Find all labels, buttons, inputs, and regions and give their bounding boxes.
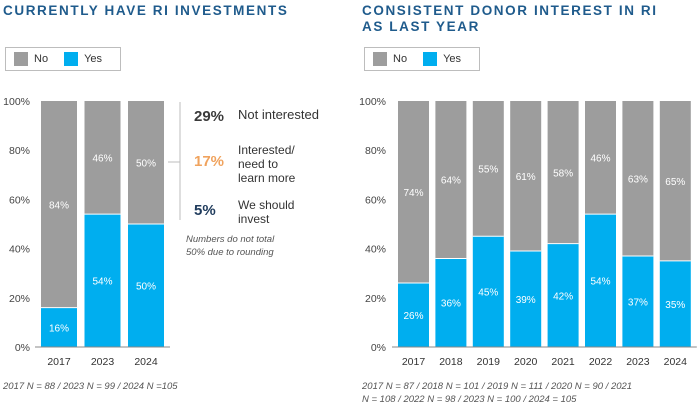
data-label-no: 55% xyxy=(478,165,498,176)
x-tick-label: 2019 xyxy=(477,356,501,368)
data-label-yes: 16% xyxy=(49,323,69,334)
y-tick-label: 0% xyxy=(371,342,386,354)
bar-no xyxy=(41,101,77,308)
data-label-yes: 36% xyxy=(441,299,461,310)
legend-no-swatch xyxy=(373,52,387,66)
callout-interested: 17% Interested/ need to learn more xyxy=(194,143,308,185)
x-tick-label: 2023 xyxy=(91,356,115,368)
bar-no xyxy=(659,101,691,261)
bar-no xyxy=(128,101,164,224)
y-tick-label: 40% xyxy=(9,244,30,256)
x-tick-label: 2017 xyxy=(402,356,426,368)
chart-1-title: CURRENTLY HAVE RI INVESTMENTS xyxy=(3,3,289,18)
y-tick-label: 80% xyxy=(9,145,30,157)
bar-no xyxy=(510,101,542,252)
legend-yes-label: Yes xyxy=(443,53,462,65)
bar-no xyxy=(547,101,579,244)
data-label-no: 65% xyxy=(665,177,685,188)
chart-2-legend: No Yes xyxy=(364,47,481,71)
chart-2-footnote: 2017 N = 87 / 2018 N = 101 / 2019 N = 11… xyxy=(362,381,633,405)
x-tick-label: 2024 xyxy=(664,356,688,368)
y-tick-label: 60% xyxy=(365,194,386,206)
chart-2-plot: 0% 20% 40% 60% 80% 100% 26% 74% 2017 36% 64% 2018 45… xyxy=(359,96,697,368)
data-label-yes: 45% xyxy=(478,288,498,299)
x-tick-label: 2017 xyxy=(47,356,71,368)
bar-yes xyxy=(622,255,654,347)
bar-yes xyxy=(472,236,504,347)
y-tick-label: 40% xyxy=(365,244,386,256)
legend-no-label: No xyxy=(34,53,49,65)
callout-group: 29% Not interested 17% Interested/ need … xyxy=(168,102,358,272)
data-label-yes: 50% xyxy=(136,282,156,293)
bar-yes xyxy=(510,251,542,347)
y-tick-label: 20% xyxy=(365,293,386,305)
legend-yes-swatch xyxy=(64,52,79,66)
data-label-yes: 42% xyxy=(553,291,573,302)
y-tick-label: 60% xyxy=(9,194,30,206)
data-label-no: 46% xyxy=(92,154,112,165)
bar-no xyxy=(435,101,467,259)
legend-yes-swatch xyxy=(423,52,438,66)
bar-yes xyxy=(547,243,579,347)
legend-no-swatch xyxy=(14,52,28,66)
callout-pct: 17% xyxy=(194,153,225,170)
x-tick-label: 2021 xyxy=(551,356,575,368)
legend-no-label: No xyxy=(393,53,408,65)
data-label-yes: 39% xyxy=(516,295,536,306)
callout-should-invest: 5% We should invest xyxy=(194,198,298,226)
chart-1-plot: 0% 20% 40% 60% 80% 100% 16% 84% 2017 54% 46% 2023 50… xyxy=(3,96,170,368)
chart-1-legend: No Yes xyxy=(5,47,122,71)
callout-pct: 5% xyxy=(194,202,216,219)
data-label-yes: 35% xyxy=(665,300,685,311)
x-tick-label: 2023 xyxy=(626,356,650,368)
callout-not-interested: 29% Not interested xyxy=(194,107,338,126)
callout-pct: 29% xyxy=(194,108,225,125)
data-label-no: 84% xyxy=(49,200,69,211)
callout-bracket xyxy=(168,102,181,220)
y-tick-label: 100% xyxy=(359,96,386,108)
data-label-no: 46% xyxy=(590,154,610,165)
bar-yes xyxy=(398,283,429,347)
data-label-yes: 54% xyxy=(92,277,112,288)
y-tick-label: 20% xyxy=(9,293,30,305)
bar-no xyxy=(84,101,121,215)
callout-label: Not interested xyxy=(238,107,319,122)
data-label-yes: 54% xyxy=(590,277,610,288)
y-tick-label: 0% xyxy=(15,342,30,354)
data-label-no: 58% xyxy=(553,168,573,179)
bar-yes xyxy=(659,260,691,347)
bar-yes xyxy=(41,307,77,347)
bar-no xyxy=(398,101,429,284)
callout-note: Numbers do not total 50% due to rounding xyxy=(186,234,275,258)
bar-yes xyxy=(585,214,616,347)
chart-1-footnote: 2017 N = 88 / 2023 N = 99 / 2024 N =105 xyxy=(3,381,178,392)
data-label-no: 74% xyxy=(403,188,423,199)
y-tick-label: 80% xyxy=(365,145,386,157)
bar-no xyxy=(585,101,616,215)
bar-no xyxy=(472,101,504,237)
data-label-yes: 26% xyxy=(403,311,423,322)
data-label-no: 61% xyxy=(516,172,536,183)
chart-2-title: CONSISTENT DONOR INTEREST IN RI AS LAST … xyxy=(362,3,658,34)
y-tick-label: 100% xyxy=(3,96,30,108)
legend-yes-label: Yes xyxy=(84,53,103,65)
data-label-no: 63% xyxy=(628,174,648,185)
x-tick-label: 2018 xyxy=(439,356,463,368)
x-tick-label: 2022 xyxy=(589,356,613,368)
bar-yes xyxy=(128,224,164,347)
x-tick-label: 2024 xyxy=(134,356,158,368)
data-label-no: 64% xyxy=(441,176,461,187)
bar-no xyxy=(622,101,654,256)
callout-label: We should invest xyxy=(238,198,295,226)
callout-label: Interested/ need to learn more xyxy=(238,143,296,185)
x-tick-label: 2020 xyxy=(514,356,538,368)
bar-yes xyxy=(435,258,467,347)
data-label-yes: 37% xyxy=(628,297,648,308)
bar-yes xyxy=(84,214,121,347)
data-label-no: 50% xyxy=(136,159,156,170)
